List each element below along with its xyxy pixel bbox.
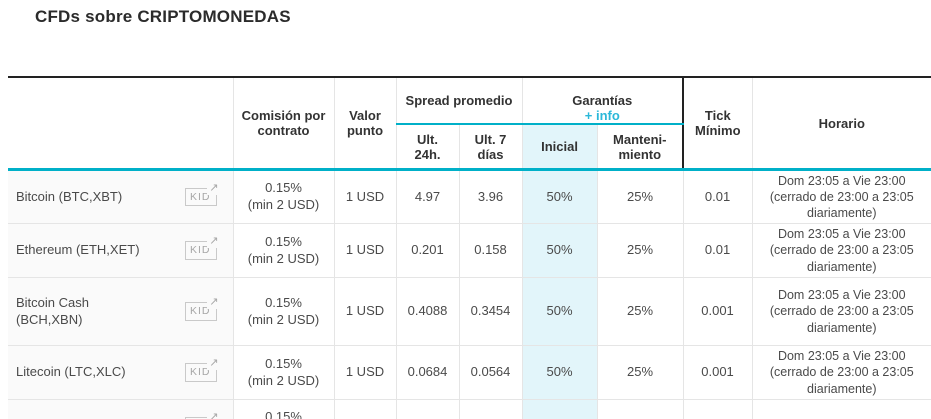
cell-mantenimiento: 25%: [596, 167, 684, 224]
cell-spread-24h: -: [395, 398, 459, 419]
header-sub-row: Ult. 24h. Ult. 7 días Inicial Manteni- m…: [8, 124, 931, 170]
header-garantias-group: Garantías + info: [521, 77, 684, 125]
cell-inicial: 50%: [521, 276, 598, 346]
cell-instrument: Bitcoin (BTC,XBT) KID ↗: [8, 167, 233, 224]
cell-valor-punto: 1 USD: [333, 398, 396, 419]
instrument-name: Bitcoin Cash (BCH,XBN): [16, 294, 89, 327]
header-tick-minimo: Tick Mínimo: [682, 77, 753, 170]
instrument-name: Litecoin (LTC,XLC): [16, 364, 126, 380]
cell-comision: 0.15% (min 2 USD): [232, 398, 334, 419]
kid-link[interactable]: KID↗: [184, 182, 220, 207]
cell-inicial: 50%: [521, 345, 598, 400]
cell-valor-punto: 1 USD: [333, 345, 396, 400]
cell-tick: 0.01: [682, 167, 753, 224]
kid-link[interactable]: KID↗: [184, 358, 220, 382]
header-instrument-empty: [8, 77, 233, 170]
kid-link[interactable]: KID↗: [184, 411, 220, 419]
header-comision: Comisión por contrato: [232, 77, 334, 170]
cell-spread-7d: 3.96: [458, 167, 523, 224]
header-spread-group: Spread promedio: [395, 77, 523, 125]
cell-mantenimiento: 25%: [596, 345, 684, 400]
kid-link[interactable]: KID↗: [184, 236, 220, 260]
cell-spread-7d: 0.3454: [458, 276, 523, 346]
cell-instrument: Litecoin (LTC,XLC) KID ↗: [8, 345, 233, 400]
garantias-info-link[interactable]: + info: [584, 108, 620, 123]
kid-label: KID: [189, 305, 211, 318]
cell-spread-7d: 0: [458, 398, 523, 419]
table-row-bitcoin-cash: Bitcoin Cash (BCH,XBN) KID ↗ 0.15% (min 2…: [8, 276, 931, 346]
page-title: CFDs sobre CRIPTOMONEDAS: [35, 7, 291, 26]
cell-horario: Dom 23:05 a Vie 23:00 (cerrado de 23:00 …: [751, 276, 931, 346]
cell-valor-punto: 1 USD: [333, 167, 396, 224]
header-ult-24h: Ult. 24h.: [395, 124, 459, 170]
cell-mantenimiento: 25%: [596, 276, 684, 346]
cell-spread-7d: 0.158: [458, 223, 523, 278]
external-link-icon: ↗: [207, 296, 220, 310]
cell-instrument: Ripple (XRP) KID↗: [8, 398, 233, 419]
garantias-group-label: Garantías: [572, 93, 633, 108]
header-ult-7-dias: Ult. 7 días: [458, 124, 523, 170]
instrument-name: Ethereum (ETH,XET): [16, 242, 140, 258]
cell-mantenimiento: 25%: [596, 398, 684, 419]
external-link-icon: ↗: [207, 411, 220, 419]
cell-comision: 0.15% (min 2 USD): [232, 345, 334, 400]
instrument-name: Bitcoin (BTC,XBT): [16, 188, 123, 204]
cell-spread-24h: 0.4088: [395, 276, 459, 346]
cell-horario: Dom 23:05 a Vie 23:00 (cerrado de 23:00 …: [751, 223, 931, 278]
header-horario: Horario: [751, 77, 931, 170]
header-valor-punto: Valor punto: [333, 77, 396, 170]
kid-label: KID: [189, 244, 211, 257]
table-row-litecoin: Litecoin (LTC,XLC) KID ↗ 0.15% (min 2 USD…: [8, 345, 931, 400]
cell-tick: 0.01: [682, 223, 753, 278]
cell-spread-24h: 0.0684: [395, 345, 459, 400]
cell-horario: 00:00 - 23:00: [751, 398, 931, 419]
cell-tick: 0.001: [682, 276, 753, 346]
cell-inicial: 50%: [521, 223, 598, 278]
header-inicial: Inicial: [521, 124, 598, 170]
cell-comision: 0.15% (min 2 USD): [232, 167, 334, 224]
kid-link[interactable]: KID↗: [184, 297, 220, 321]
instrument-name: Ripple (XRP): [16, 417, 92, 419]
cell-spread-24h: 0.201: [395, 223, 459, 278]
cell-mantenimiento: 25%: [596, 223, 684, 278]
kid-label: KID: [189, 366, 211, 379]
header-group-row: Comisión por contrato Valor punto Spread…: [8, 77, 931, 170]
cell-horario: Dom 23:05 a Vie 23:00 (cerrado de 23:00 …: [751, 167, 931, 224]
cell-valor-punto: 1 USD: [333, 223, 396, 278]
cell-spread-7d: 0.0564: [458, 345, 523, 400]
external-link-icon: ↗: [207, 181, 220, 195]
cell-instrument: Bitcoin Cash (BCH,XBN) KID ↗: [8, 276, 233, 346]
header-mantenimiento: Manteni- miento: [596, 124, 684, 170]
cell-tick: 0.001: [682, 345, 753, 400]
cell-valor-punto: 1 USD: [333, 276, 396, 346]
external-link-icon: ↗: [207, 357, 220, 371]
cell-horario: Dom 23:05 a Vie 23:00 (cerrado de 23:00 …: [751, 345, 931, 400]
kid-label: KID: [189, 190, 211, 203]
cfd-table: Comisión por contrato Valor punto Spread…: [8, 76, 931, 419]
table-row-ethereum: Ethereum (ETH,XET) KID ↗ 0.15% (min 2 USD…: [8, 223, 931, 278]
cell-inicial: 50%: [521, 167, 598, 224]
table-row-ripple: Ripple (XRP) KID↗ 0.15% (min 2 USD) 1 US…: [8, 398, 931, 419]
cell-spread-24h: 4.97: [395, 167, 459, 224]
cell-comision: 0.15% (min 2 USD): [232, 223, 334, 278]
table-row-bitcoin: Bitcoin (BTC,XBT) KID ↗ 0.15% (min 2 USD)…: [8, 167, 931, 224]
cell-instrument: Ethereum (ETH,XET) KID ↗: [8, 223, 233, 278]
external-link-icon: ↗: [207, 235, 220, 249]
cell-inicial: 50%: [521, 398, 598, 419]
cell-tick: 0.001: [682, 398, 753, 419]
cell-comision: 0.15% (min 2 USD): [232, 276, 334, 346]
